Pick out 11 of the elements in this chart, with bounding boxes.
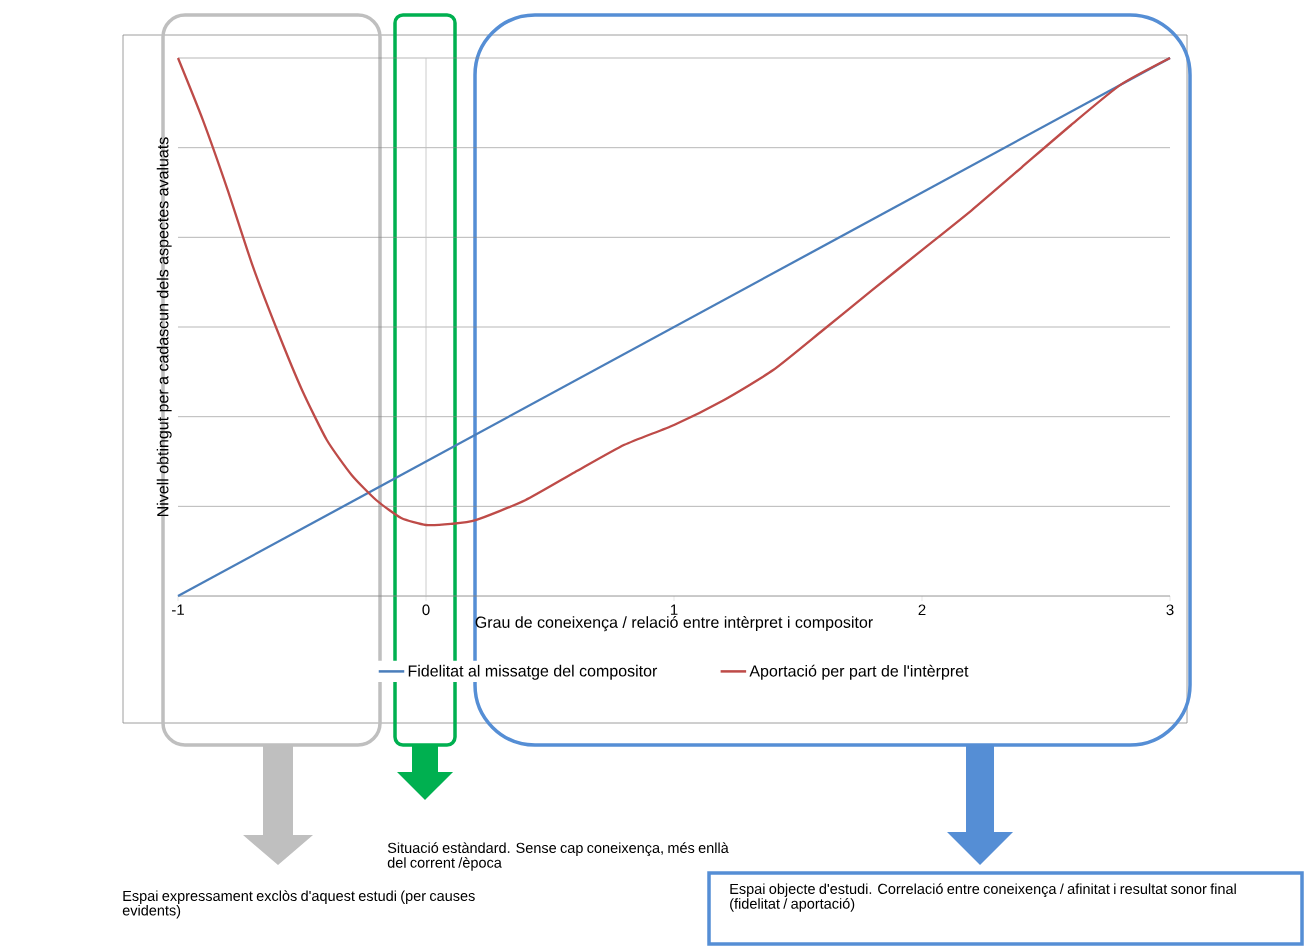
x-tick-label: 3: [1166, 604, 1174, 616]
legend-label: Fidelitat al missatge del compositor: [408, 664, 658, 680]
x-tick-label: 2: [918, 604, 926, 616]
text: Espai expressament exclòs d'aquest estudi (per causes evidents): [122, 890, 475, 919]
x-tick-label: -1: [172, 604, 184, 615]
x-tick-label: 0: [422, 604, 430, 616]
text: Espai objecte d'estudi. Correlació entre coneixença / afinitat i resultat sonor final (fidelitat / aportació): [730, 883, 1236, 912]
text: Situació estàndard. Sense cap coneixença, més enllà del corrent /època: [387, 842, 729, 871]
x-tick-label: 1: [670, 604, 678, 615]
legend-label: Aportació per part de l'intèrpret: [749, 664, 969, 680]
y-axis-title: Nivell obtingut per a cadascun dels aspectes avaluats: [156, 137, 172, 517]
